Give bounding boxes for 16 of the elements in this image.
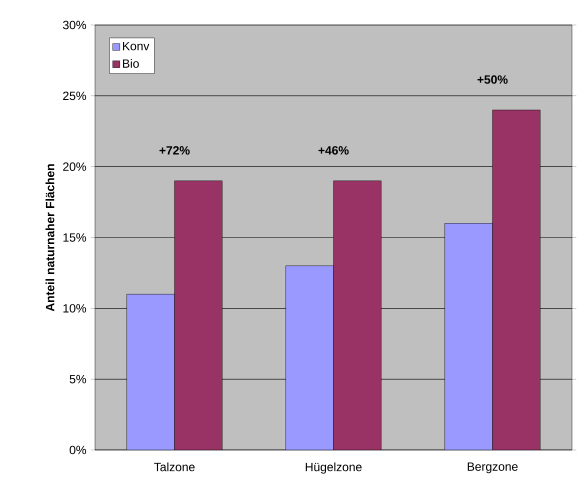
y-tick-label: 10% xyxy=(63,304,86,313)
y-tick-label: 5% xyxy=(70,374,86,384)
y-tick-label: 0% xyxy=(70,446,86,454)
y-tick-label: 15% xyxy=(63,233,86,242)
y-tick-label: 30% xyxy=(62,20,86,30)
legend-label: Konv xyxy=(123,42,150,50)
annotation: +50% xyxy=(477,75,508,84)
x-tick-label: Bergzone xyxy=(468,462,518,474)
annotation: +72% xyxy=(159,146,190,155)
legend-label: Bio xyxy=(123,59,139,68)
x-tick-label: Hügelzone xyxy=(306,462,362,474)
annotation: +46% xyxy=(318,146,349,155)
y-tick-label: 20% xyxy=(63,162,86,171)
y-tick-label: 25% xyxy=(63,92,86,100)
x-tick-label: Talzone xyxy=(154,462,195,472)
y-axis-title: Anteil naturnaher Flächen xyxy=(46,164,54,312)
